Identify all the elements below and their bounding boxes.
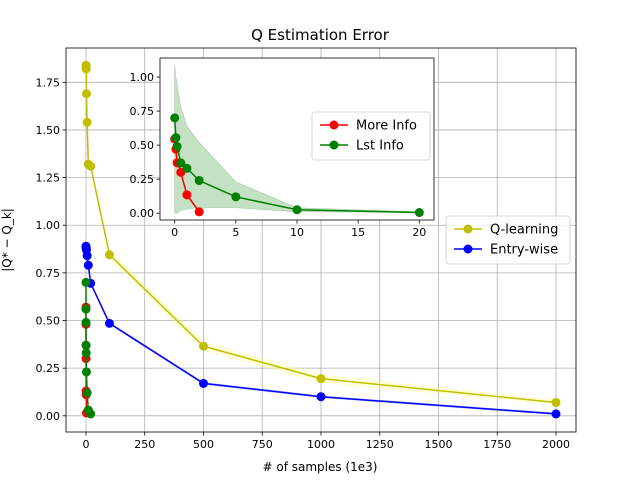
inset-point-lst-info <box>170 113 180 123</box>
main-point-entry-wise <box>83 260 93 270</box>
main-point-lst-info <box>82 388 92 398</box>
main-point-lst-info <box>81 304 91 314</box>
y-axis-label: |Q* − Q_k| <box>0 208 14 272</box>
inset-point-lst-info <box>172 141 182 151</box>
main-point-lst-info <box>81 340 91 350</box>
main-y-tick-label: 0.25 <box>36 362 61 375</box>
inset-point-lst-info <box>292 205 302 215</box>
main-point-lst-info <box>81 277 91 287</box>
inset-legend-marker-more-info <box>329 120 339 130</box>
main-point-q-learning <box>104 250 114 260</box>
main-x-tick-label: 0 <box>82 438 89 451</box>
main-x-tick-label: 250 <box>134 438 155 451</box>
x-axis-label: # of samples (1e3) <box>263 460 378 474</box>
main-point-lst-info <box>86 409 96 419</box>
main-point-lst-info <box>81 317 91 327</box>
main-y-tick-label: 1.00 <box>36 219 61 232</box>
inset-point-lst-info <box>231 192 241 202</box>
main-x-tick-label: 1250 <box>366 438 394 451</box>
main-point-lst-info <box>81 367 91 377</box>
main-y-tick-label: 1.25 <box>36 172 61 185</box>
inset-y-tick-label: 0.00 <box>130 207 155 220</box>
main-x-tick-label: 1500 <box>425 438 453 451</box>
main-y-tick-label: 0.50 <box>36 315 61 328</box>
main-point-q-learning <box>81 64 91 74</box>
inset-legend-marker-lst-info <box>329 140 339 150</box>
inset-legend: More Info Lst Info <box>311 111 431 161</box>
inset-x-tick-label: 0 <box>171 226 178 239</box>
main-y-tick-label: 1.50 <box>36 124 61 137</box>
main-point-q-learning <box>81 89 91 99</box>
inset-point-lst-info <box>414 208 424 218</box>
inset-legend-box <box>311 111 431 161</box>
inset-x-tick-label: 15 <box>351 226 365 239</box>
inset-x-tick-label: 10 <box>290 226 304 239</box>
inset-point-more-info <box>182 190 192 200</box>
inset-point-lst-info <box>182 163 192 173</box>
inset-point-lst-info <box>176 158 186 168</box>
inset-y-tick-label: 1.00 <box>130 71 155 84</box>
inset-legend-label-lst-info: Lst Info <box>356 139 404 154</box>
inset-y-tick-label: 0.50 <box>130 139 155 152</box>
main-y-tick-label: 1.75 <box>36 76 61 89</box>
main-point-q-learning <box>316 374 326 384</box>
main-legend-label-entry-wise: Entry-wise <box>490 243 558 258</box>
inset-point-more-info <box>194 207 204 217</box>
main-point-q-learning <box>551 397 561 407</box>
main-x-tick-label: 500 <box>193 438 214 451</box>
inset-point-lst-info <box>194 176 204 186</box>
main-x-tick-label: 2000 <box>542 438 570 451</box>
inset-x-tick-label: 5 <box>232 226 239 239</box>
main-legend-label-q-learning: Q-learning <box>490 223 558 238</box>
inset-y-tick-label: 0.75 <box>130 105 155 118</box>
main-legend: Q-learning Entry-wise <box>445 215 571 265</box>
inset-point-lst-info <box>171 133 181 143</box>
main-x-tick-label: 1000 <box>307 438 335 451</box>
main-point-entry-wise <box>198 378 208 388</box>
inset-y-tick-label: 0.25 <box>130 173 155 186</box>
main-point-entry-wise <box>104 318 114 328</box>
main-point-entry-wise <box>82 251 92 261</box>
main-legend-marker-entry-wise <box>463 244 473 254</box>
inset-frame <box>159 57 435 221</box>
main-point-q-learning <box>82 117 92 127</box>
main-point-lst-info <box>81 348 91 358</box>
main-point-q-learning <box>198 341 208 351</box>
inset-legend-label-more-info: More Info <box>356 119 417 134</box>
main-frame <box>65 47 577 433</box>
main-point-q-learning <box>86 161 96 171</box>
main-legend-marker-q-learning <box>463 224 473 234</box>
chart-title: Q Estimation Error <box>251 26 390 44</box>
main-y-tick-label: 0.00 <box>36 410 61 423</box>
main-x-tick-label: 1750 <box>483 438 511 451</box>
main-legend-box <box>445 215 571 265</box>
main-x-tick-label: 750 <box>252 438 273 451</box>
inset-x-tick-label: 20 <box>412 226 426 239</box>
main-y-tick-label: 0.75 <box>36 267 61 280</box>
main-point-entry-wise <box>316 392 326 402</box>
main-point-entry-wise <box>551 409 561 419</box>
